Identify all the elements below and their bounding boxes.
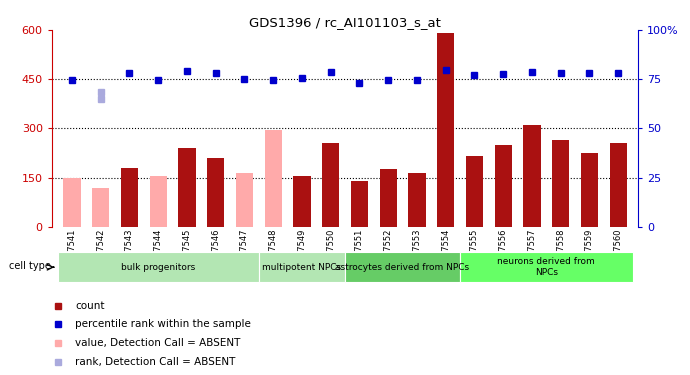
Bar bbox=[259, 252, 345, 282]
Bar bbox=[57, 252, 259, 282]
Bar bbox=[63, 178, 81, 227]
Bar bbox=[264, 130, 282, 227]
Bar bbox=[121, 168, 138, 227]
Bar bbox=[552, 140, 569, 227]
Bar bbox=[460, 252, 633, 282]
Text: neurons derived from
NPCs: neurons derived from NPCs bbox=[497, 258, 595, 277]
Bar bbox=[609, 143, 627, 227]
Text: cell type: cell type bbox=[9, 261, 51, 271]
Text: count: count bbox=[75, 301, 105, 310]
Text: percentile rank within the sample: percentile rank within the sample bbox=[75, 320, 251, 329]
Bar bbox=[322, 143, 339, 227]
Bar bbox=[236, 173, 253, 227]
Bar bbox=[178, 148, 195, 227]
Bar bbox=[92, 188, 109, 227]
Bar bbox=[351, 181, 368, 227]
Bar bbox=[345, 252, 460, 282]
Text: astrocytes derived from NPCs: astrocytes derived from NPCs bbox=[335, 262, 470, 272]
Bar bbox=[523, 125, 540, 227]
Bar bbox=[408, 173, 426, 227]
Bar bbox=[293, 176, 310, 227]
Bar bbox=[380, 170, 397, 227]
Text: rank, Detection Call = ABSENT: rank, Detection Call = ABSENT bbox=[75, 357, 235, 367]
Bar bbox=[437, 33, 454, 227]
Text: bulk progenitors: bulk progenitors bbox=[121, 262, 195, 272]
Bar bbox=[207, 158, 224, 227]
Title: GDS1396 / rc_AI101103_s_at: GDS1396 / rc_AI101103_s_at bbox=[249, 16, 441, 29]
Bar bbox=[466, 156, 483, 227]
Text: value, Detection Call = ABSENT: value, Detection Call = ABSENT bbox=[75, 338, 241, 348]
Bar bbox=[495, 145, 512, 227]
Bar bbox=[581, 153, 598, 227]
Text: multipotent NPCs: multipotent NPCs bbox=[262, 262, 342, 272]
Bar bbox=[150, 176, 167, 227]
